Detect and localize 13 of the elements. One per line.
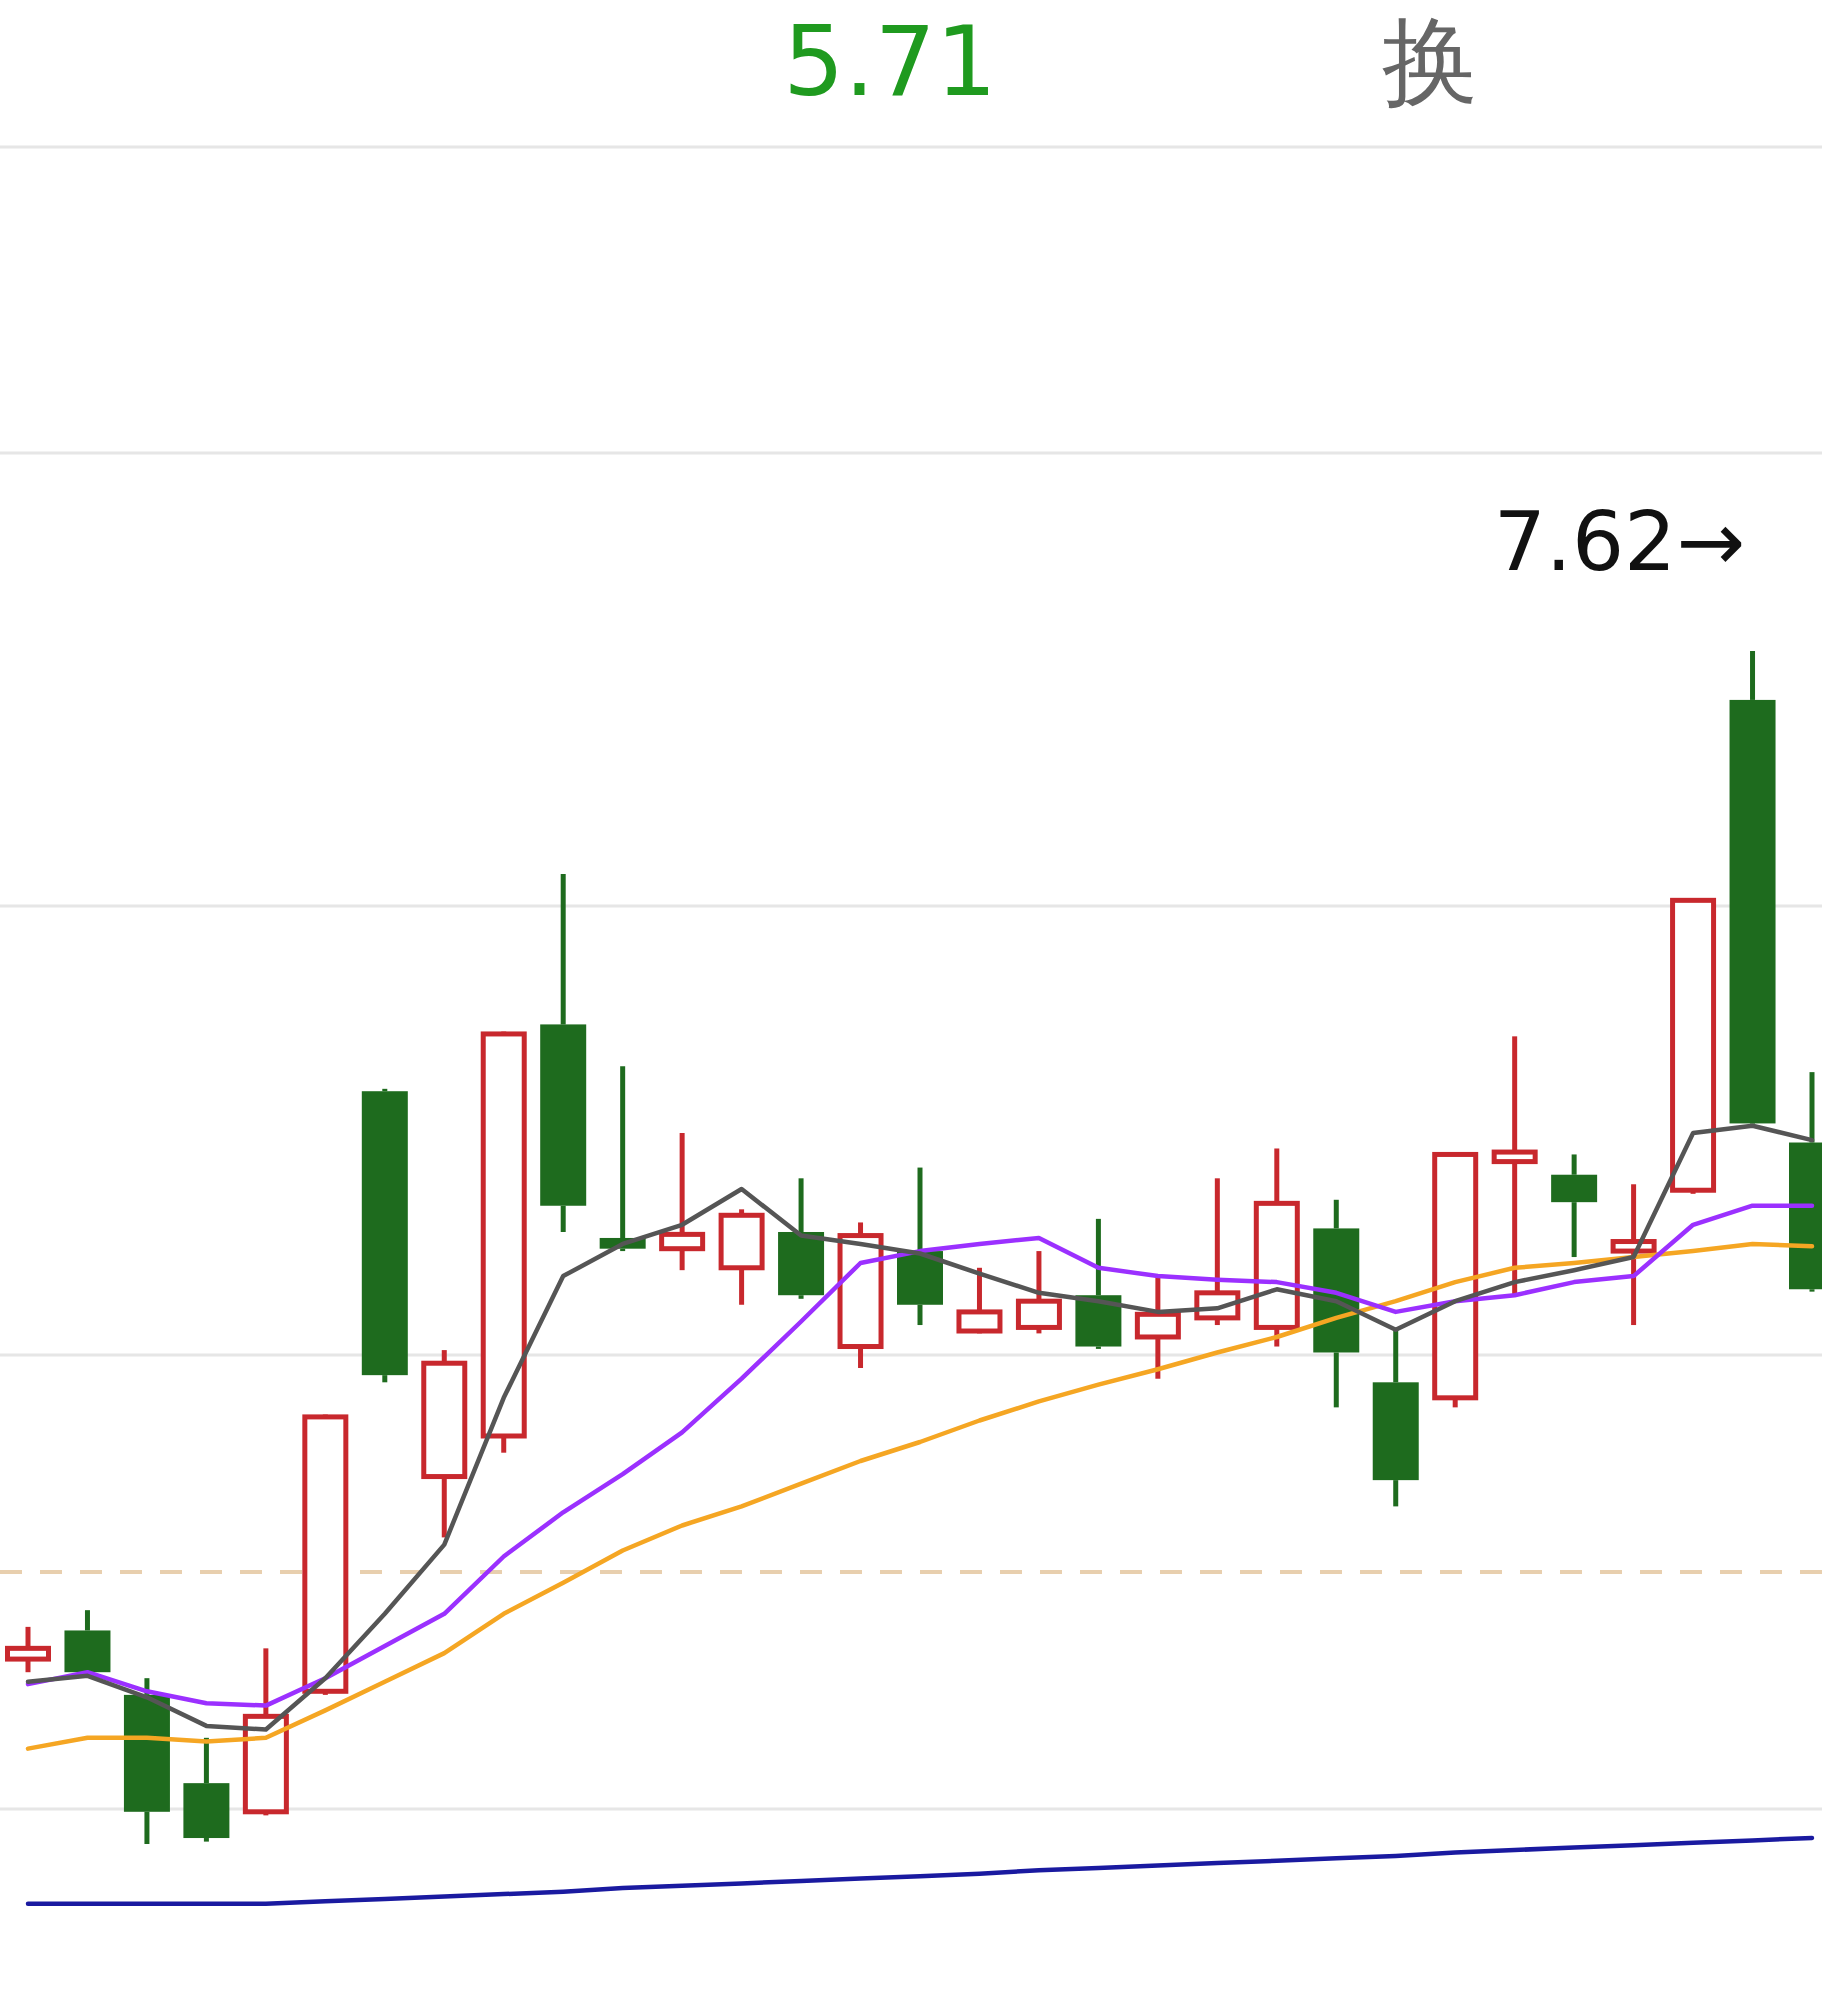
text: 换	[1382, 6, 1478, 118]
candlestick	[183, 1737, 230, 1842]
candlestick	[1551, 1154, 1598, 1258]
candlestick	[897, 1167, 943, 1326]
candlestick	[1134, 1276, 1181, 1379]
text: 7.62→	[1493, 494, 1745, 589]
candlestick	[1372, 1329, 1419, 1507]
text: 5.71	[783, 6, 997, 118]
candlestick	[659, 1132, 706, 1271]
candlestick	[1253, 1148, 1300, 1347]
candlestick	[778, 1178, 825, 1299]
candlestick	[540, 874, 587, 1232]
candlestick	[1491, 1036, 1538, 1296]
